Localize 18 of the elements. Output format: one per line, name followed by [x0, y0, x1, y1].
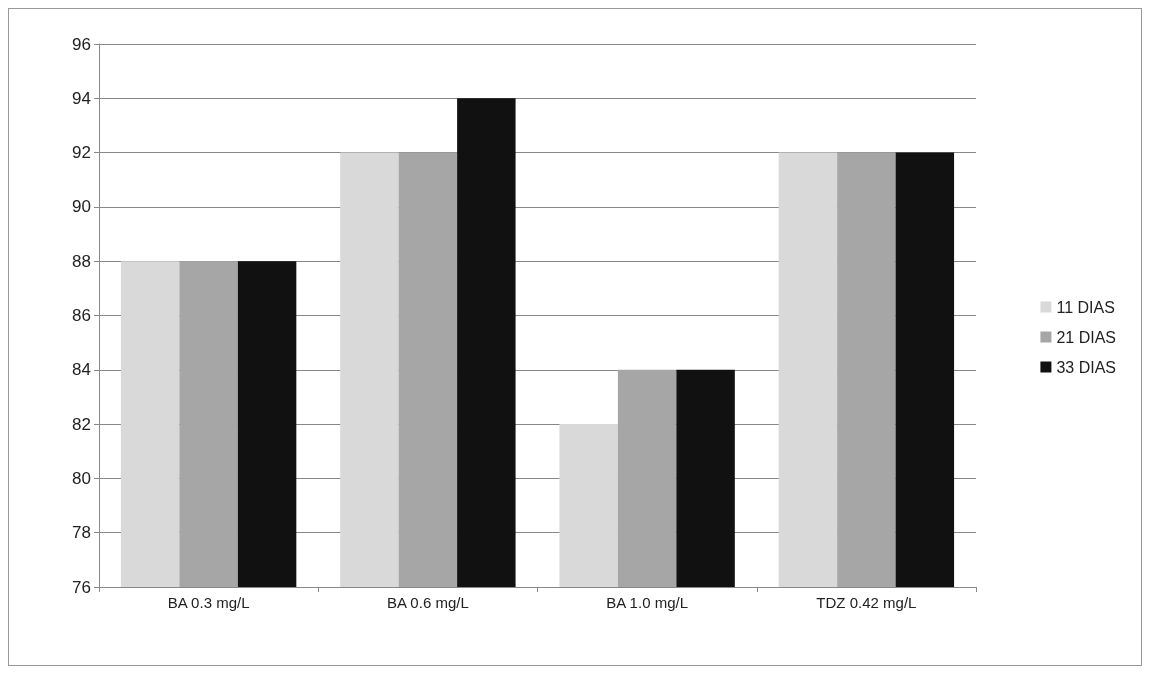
legend-label: 11 DIAS — [1056, 298, 1115, 316]
y-tick-label: 84 — [72, 360, 91, 380]
y-tick-label: 94 — [72, 88, 91, 108]
y-tick-label: 92 — [72, 143, 91, 163]
legend-label: 33 DIAS — [1056, 358, 1117, 376]
x-tick-label: BA 0.6 mg/L — [387, 594, 469, 611]
x-tick-label: BA 0.3 mg/L — [167, 594, 250, 611]
x-tick-label: TDZ 0.42 mg/L — [816, 594, 917, 611]
y-tick-label: 86 — [72, 306, 91, 325]
y-tick-label: 82 — [72, 414, 91, 434]
y-tick-label: 96 — [72, 34, 91, 54]
y-tick-label: 90 — [72, 197, 91, 217]
x-tick-label: BA 1.0 mg/L — [606, 594, 688, 611]
y-tick-label: 88 — [72, 251, 91, 271]
y-tick-label: 78 — [72, 523, 91, 543]
legend-label: 21 DIAS — [1056, 328, 1117, 346]
y-tick-label: 80 — [72, 468, 91, 488]
y-tick-label: 76 — [72, 577, 91, 597]
